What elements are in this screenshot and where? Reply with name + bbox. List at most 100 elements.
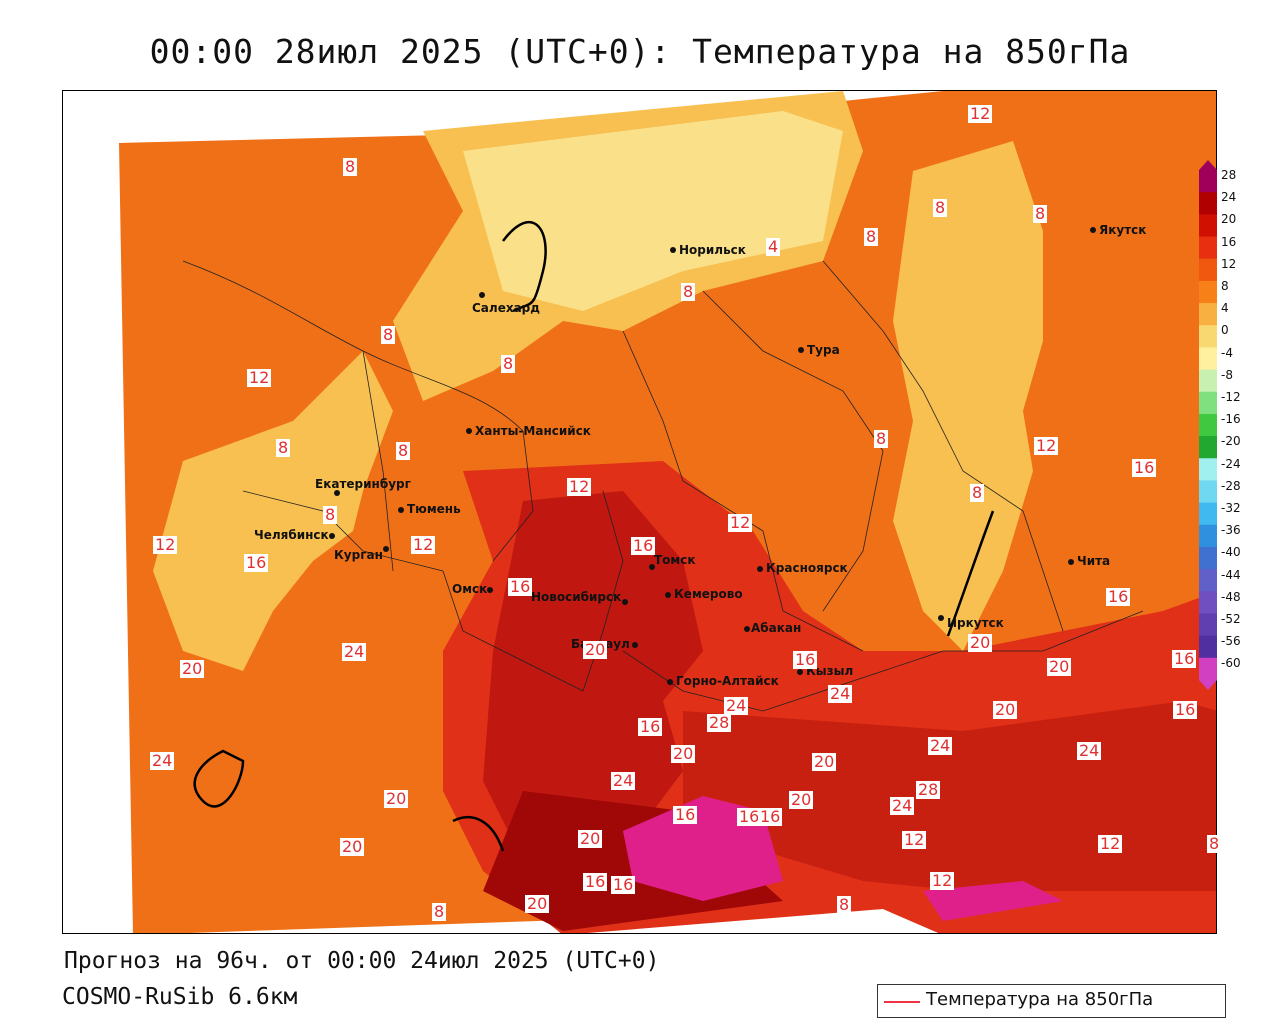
colorbar-swatch [1199, 347, 1217, 371]
map-fill [119, 91, 1216, 933]
colorbar-swatch [1199, 436, 1217, 459]
isotherm-label: 16 [611, 875, 636, 894]
isotherm-label: 16 [508, 577, 533, 596]
isotherm-label: 20 [993, 700, 1018, 719]
city-label: Красноярск [766, 561, 848, 575]
isotherm-label: 8 [970, 483, 985, 502]
isotherm-label: 16 [1106, 587, 1131, 606]
colorbar-swatch [1199, 280, 1217, 304]
isotherm-label: 8 [681, 282, 696, 301]
colorbar-tick-label: -24 [1221, 456, 1241, 471]
isotherm-label: 16 [737, 807, 762, 826]
colorbar-tick-label: 20 [1221, 212, 1237, 227]
city-marker [670, 247, 676, 253]
temperature-colorbar [1199, 160, 1217, 690]
isotherm-label: 8 [1207, 834, 1222, 853]
isotherm-label: 20 [180, 659, 205, 678]
isotherm-label: 16 [638, 717, 663, 736]
city-label: Курган [334, 548, 383, 562]
colorbar-swatch [1199, 236, 1217, 260]
isotherm-label: 28 [707, 713, 732, 732]
city-label: Омск [452, 582, 488, 596]
isotherm-label: 24 [828, 684, 853, 703]
city-marker [797, 669, 803, 675]
city-marker [1068, 559, 1074, 565]
colorbar-swatch [1199, 458, 1217, 481]
colorbar-swatch [1199, 258, 1217, 282]
isotherm-label: 24 [724, 696, 749, 715]
isotherm-label: 20 [578, 829, 603, 848]
isotherm-label: 24 [611, 771, 636, 790]
isotherm-label: 16 [583, 872, 608, 891]
city-label: Иркутск [947, 616, 1004, 630]
city-label: Абакан [751, 621, 802, 635]
isotherm-label: 24 [928, 736, 953, 755]
city-label: Томск [654, 553, 696, 567]
city-label: Ханты-Мансийск [475, 424, 591, 438]
isotherm-label: 8 [396, 441, 411, 460]
city-marker [487, 587, 493, 593]
isotherm-label: 16 [244, 553, 269, 572]
isotherm-label: 24 [342, 642, 367, 661]
colorbar-swatch [1199, 391, 1217, 415]
isotherm-label: 12 [1034, 436, 1059, 455]
city-label: Кемерово [674, 587, 743, 601]
colorbar-swatch [1199, 480, 1217, 504]
isotherm-label: 8 [432, 902, 447, 921]
isotherm-label: 20 [340, 837, 365, 856]
isotherm-label: 8 [343, 157, 358, 176]
isotherm-label: 20 [1047, 657, 1072, 676]
isotherm-label: 12 [1098, 834, 1123, 853]
isotherm-label: 12 [728, 513, 753, 532]
isotherm-label: 20 [583, 640, 608, 659]
isotherm-label: 12 [902, 830, 927, 849]
isotherm-label: 12 [930, 871, 955, 890]
map-legend: Температура на 850гПа [877, 984, 1226, 1018]
colorbar-tick-label: -36 [1221, 523, 1241, 538]
city-label: Тура [807, 343, 840, 357]
map-title: 00:00 28июл 2025 (UTC+0): Температура на… [149, 32, 1131, 71]
colorbar-tick-label: -8 [1221, 367, 1233, 382]
colorbar-tick-label: -48 [1221, 589, 1241, 604]
isotherm-label: 8 [837, 895, 852, 914]
isotherm-label: 12 [567, 477, 592, 496]
isotherm-label: 8 [381, 325, 396, 344]
isotherm-label: 16 [1132, 458, 1157, 477]
city-marker [479, 292, 485, 298]
isotherm-label: 4 [766, 237, 781, 256]
city-marker [798, 347, 804, 353]
legend-label: Температура на 850гПа [926, 989, 1154, 1010]
isotherm-label: 20 [384, 789, 409, 808]
colorbar-tick-label: 8 [1221, 279, 1229, 293]
model-name: COSMO-RuSib 6.6км [62, 984, 298, 1010]
isotherm-label: 12 [968, 104, 993, 123]
isotherm-label: 20 [671, 744, 696, 763]
colorbar-swatch [1199, 613, 1217, 637]
city-label: Норильск [679, 243, 746, 257]
isotherm-label: 24 [890, 796, 915, 815]
city-label: Горно-Алтайск [676, 674, 779, 688]
isotherm-label: 8 [933, 198, 948, 217]
isotherm-label: 16 [1173, 700, 1198, 719]
colorbar-swatch [1199, 214, 1217, 238]
colorbar-swatch [1199, 413, 1217, 437]
isotherm-label: 28 [916, 780, 941, 799]
isotherm-label: 24 [150, 751, 175, 770]
colorbar-tick-label: -12 [1221, 390, 1241, 404]
city-marker [383, 546, 389, 552]
colorbar-tick-label: -40 [1221, 545, 1241, 560]
city-marker [466, 428, 472, 434]
colorbar-tick-label: -4 [1221, 345, 1233, 360]
isotherm-label: 16 [673, 805, 698, 824]
isotherm-label: 16 [1172, 649, 1197, 668]
colorbar-tick-label: 24 [1221, 190, 1237, 205]
city-marker [938, 615, 944, 621]
isotherm-label: 20 [789, 790, 814, 809]
temperature-map [62, 90, 1217, 934]
legend-line-swatch [884, 1001, 920, 1003]
colorbar-tick-label: -16 [1221, 412, 1241, 427]
isotherm-label: 16 [793, 650, 818, 669]
colorbar-tick-label: 28 [1221, 168, 1237, 182]
isotherm-label: 16 [758, 807, 783, 826]
colorbar-tick-label: -60 [1221, 656, 1241, 671]
